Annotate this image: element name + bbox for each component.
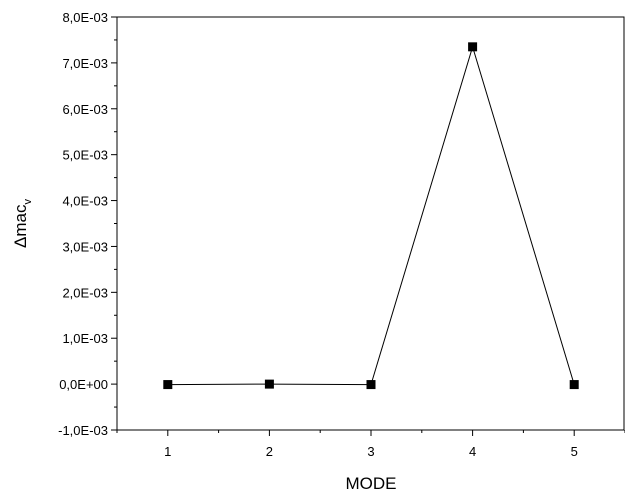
plot-frame [116, 16, 625, 431]
y-axis-title-subscript: v [22, 199, 34, 205]
y-axis-title: Δmacv [11, 199, 34, 248]
data-point [163, 380, 173, 390]
y-tick-label: 6,0E-03 [62, 102, 108, 117]
data-markers [163, 42, 579, 390]
y-tick-label: 8,0E-03 [62, 10, 108, 25]
y-tick-label: 0,0E+00 [59, 377, 108, 392]
y-tick-label: 2,0E-03 [62, 285, 108, 300]
y-tick-label: 1,0E-03 [62, 331, 108, 346]
data-point [264, 379, 274, 389]
data-point [569, 380, 579, 390]
y-tick-label: 4,0E-03 [62, 194, 108, 209]
y-tick-label: 7,0E-03 [62, 56, 108, 71]
x-tick-label: 5 [571, 444, 578, 459]
y-axis: -1,0E-03 0,0E+00 1,0E-03 2,0E-03 3,0E-03 4,0E… [58, 10, 117, 438]
data-point [468, 42, 478, 52]
x-axis-title: MODE [346, 474, 397, 493]
x-tick-label: 2 [266, 444, 273, 459]
y-axis-title-main: Δmac [11, 204, 30, 248]
x-tick-label: 1 [164, 444, 171, 459]
series-line [167, 45, 575, 386]
x-tick-label: 4 [469, 444, 476, 459]
y-tick-label: 5,0E-03 [62, 148, 108, 163]
y-tick-label: -1,0E-03 [58, 423, 108, 438]
data-point [366, 380, 376, 390]
y-tick-label: 3,0E-03 [62, 239, 108, 254]
x-axis: 1 2 3 4 5 [116, 430, 625, 459]
x-tick-label: 3 [367, 444, 374, 459]
